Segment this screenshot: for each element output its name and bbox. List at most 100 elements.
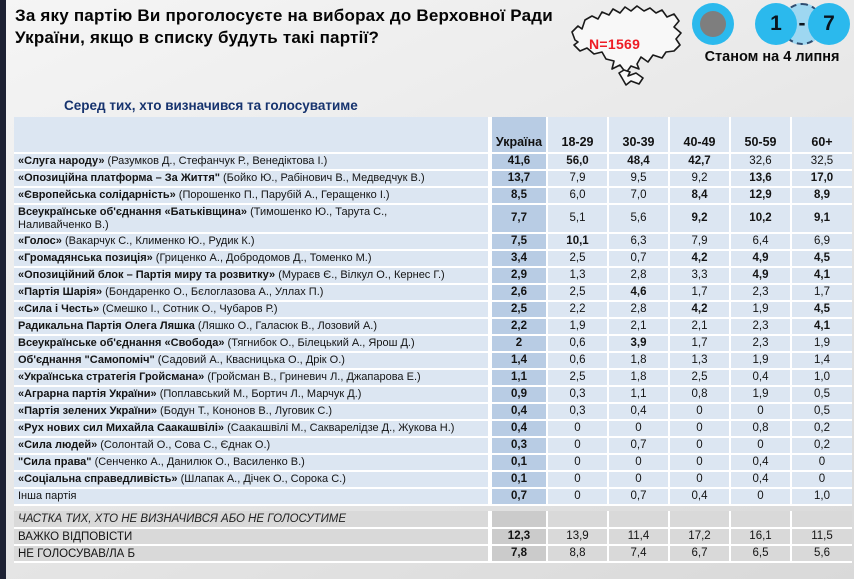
party-leaders: (Мураєв Є., Вілкул О., Кернес Г.) [275,269,445,282]
value-cell: 4,5 [790,251,852,268]
party-row: «Сила і Честь» (Смешко І., Сотник О., Чу… [14,302,852,319]
party-name-cell: «Партія зелених України» (Бодун Т., Коно… [14,404,488,421]
value-cell: 4,5 [790,302,852,319]
party-row: «Громадянська позиція» (Гриценко А., Доб… [14,251,852,268]
value-cell: 10,2 [729,205,790,234]
value-cell: 11,4 [607,529,668,546]
party-row: «Європейська солідарність» (Порошенко П.… [14,188,852,205]
empty-cell [668,511,729,529]
ukraine-map-outline [571,5,682,74]
value-cell: 1,8 [607,370,668,387]
value-cell: 2,5 [668,370,729,387]
value-cell: 1,4 [488,353,546,370]
value-cell: 4,9 [729,268,790,285]
poll-table: Україна 18-29 30-39 40-49 50-59 60+ «Слуга на… [14,117,852,563]
empty-cell [488,511,546,529]
value-cell: 0,2 [790,421,852,438]
party-name: «Опозиційний блок – Партія миру та розви… [18,269,276,282]
value-cell: 7,8 [488,546,546,563]
party-name: Радикальна Партія Олега Ляшка [18,320,195,333]
value-cell: 12,3 [488,529,546,546]
column-header: 18-29 [546,117,607,154]
value-cell: 2,9 [488,268,546,285]
value-cell: 0,8 [729,421,790,438]
party-leaders: (Бодун Т., Кононов В., Луговик С.) [157,405,333,418]
party-name-cell: «Українська стратегія Гройсмана» (Гройсм… [14,370,488,387]
party-row: «Опозиційна платформа – За Життя" (Бойко… [14,171,852,188]
table-header-row: Україна 18-29 30-39 40-49 50-59 60+ [14,117,852,154]
value-cell: 32,5 [790,154,852,171]
party-name: Всеукраїнське об'єднання «Свобода» [18,337,225,350]
value-cell: 0,7 [607,251,668,268]
party-name-cell: «Соціальна справедливість» (Шлапак А., Д… [14,472,488,489]
party-name-cell: Радикальна Партія Олега Ляшка (Ляшко О.,… [14,319,488,336]
party-leaders: (Гриценко А., Добродомов Д., Томенко М.) [152,252,372,265]
undecided-section-label: ЧАСТКА ТИХ, ХТО НЕ ВИЗНАЧИВСЯ АБО НЕ ГОЛ… [14,511,488,529]
wave-end: 7 [823,12,835,35]
value-cell: 0 [546,421,607,438]
value-cell: 0,4 [668,489,729,506]
party-name: «Сила людей» [18,439,98,452]
value-cell: 48,4 [607,154,668,171]
value-cell: 4,1 [790,319,852,336]
party-name: "Сила права" [18,456,92,469]
value-cell: 7,9 [668,234,729,251]
party-name: «Українська стратегія Гройсмана» [18,371,205,384]
value-cell: 0,3 [488,438,546,455]
value-cell: 1,9 [729,387,790,404]
wave-badges: - 1 7 [692,1,854,48]
party-leaders: (Ляшко О., Галасюк В., Лозовий А.) [194,320,377,333]
empty-cell [546,511,607,529]
value-cell: 0 [607,455,668,472]
party-name: «Голос» [18,235,62,248]
party-row: "Сила права" (Сенченко А., Данилюк О., В… [14,455,852,472]
value-cell: 1,7 [668,285,729,302]
empty-cell [607,511,668,529]
value-cell: 0,4 [607,404,668,421]
value-cell: 1,0 [790,370,852,387]
value-cell: 17,0 [790,171,852,188]
party-name-cell: «Сила людей» (Солонтай О., Сова С., Єдна… [14,438,488,455]
value-cell: 0 [729,404,790,421]
value-cell: 1,3 [546,268,607,285]
value-cell: 9,5 [607,171,668,188]
value-cell: 1,9 [729,302,790,319]
value-cell: 0,6 [546,353,607,370]
column-header: 40-49 [668,117,729,154]
value-cell: 17,2 [668,529,729,546]
value-cell: 3,3 [668,268,729,285]
value-cell: 2,5 [546,251,607,268]
party-leaders: (Саакашвілі М., Сакварелідзе Д., Жукова … [224,422,455,435]
value-cell: 3,4 [488,251,546,268]
party-name: «Сила і Честь» [18,303,100,316]
undecided-section-row: ЧАСТКА ТИХ, ХТО НЕ ВИЗНАЧИВСЯ АБО НЕ ГОЛ… [14,511,852,529]
value-cell: 2,6 [488,285,546,302]
value-cell: 1,9 [729,353,790,370]
party-row: «Соціальна справедливість» (Шлапак А., Д… [14,472,852,489]
ukraine-map [571,5,682,86]
value-cell: 11,5 [790,529,852,546]
agency-logo-icon [692,3,734,45]
value-cell: 7,0 [607,188,668,205]
party-row: «Рух нових сил Михайла Саакашвілі» (Саак… [14,421,852,438]
undecided-row: ВАЖКО ВІДПОВІСТИ 12,3 13,9 11,4 17,2 16,1 11,5 [14,529,852,546]
value-cell: 0 [668,404,729,421]
value-cell: 13,7 [488,171,546,188]
value-cell: 0 [546,438,607,455]
party-name-cell: «Аграрна партія України» (Поплавський М.… [14,387,488,404]
party-row: Інша партія 0,7 0 0,7 0,4 0 1,0 [14,489,852,506]
value-cell: 13,6 [729,171,790,188]
value-cell: 7,7 [488,205,546,234]
party-leaders: (Разумков Д., Стефанчук Р., Венедіктова … [104,155,328,168]
party-leaders: (Гройсман В., Гриневич Л., Джапарова Е.) [204,371,421,384]
crimea-outline [618,69,644,86]
party-leaders: (Солонтай О., Сова С., Єднак О.) [97,439,271,452]
value-cell: 0,4 [488,421,546,438]
value-cell: 4,1 [790,268,852,285]
party-leaders: (Шлапак А., Дічек О., Сорока С.) [177,473,346,486]
party-name: «Європейська солідарність» [18,189,176,202]
value-cell: 0 [668,472,729,489]
value-cell: 5,6 [790,546,852,563]
value-cell: 32,6 [729,154,790,171]
